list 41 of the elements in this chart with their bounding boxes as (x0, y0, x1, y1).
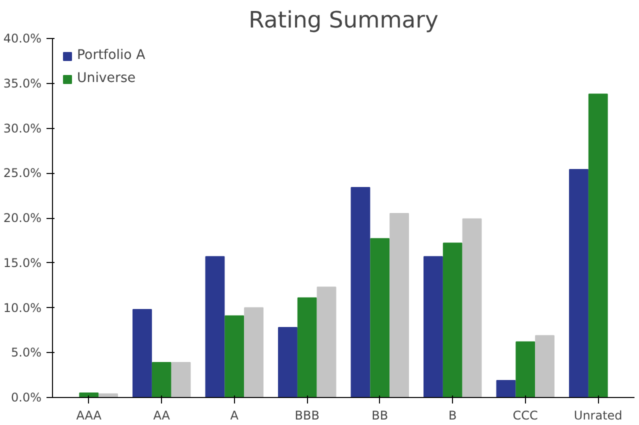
bar (442, 242, 462, 398)
bar (171, 362, 191, 398)
y-tick-label: 20.0% (3, 211, 42, 225)
bar (516, 341, 536, 398)
y-tick-label: 0.0% (11, 390, 42, 404)
bar (424, 256, 443, 398)
bar (535, 335, 554, 398)
bar (588, 94, 608, 398)
bar (244, 307, 264, 398)
bar (370, 238, 390, 398)
bar (569, 169, 588, 398)
bar (496, 380, 516, 398)
x-tick-label: CCC (512, 408, 538, 422)
bar (350, 186, 370, 398)
y-tick-label: 25.0% (3, 166, 42, 180)
legend-label: Portfolio A (77, 48, 146, 63)
y-tick-label: 15.0% (3, 256, 42, 270)
bar (462, 218, 482, 398)
x-tick-label: Unrated (574, 408, 622, 422)
bar (132, 309, 152, 398)
x-tick-label: B (448, 408, 457, 422)
bar (390, 213, 409, 398)
y-tick-label: 5.0% (11, 346, 42, 360)
y-tick-label: 30.0% (3, 121, 42, 136)
x-tick-label: A (230, 408, 240, 422)
bar (205, 256, 225, 398)
x-tick-label: AA (153, 408, 171, 422)
bar (79, 392, 99, 398)
bar (152, 362, 172, 398)
chart-title: Rating Summary (248, 8, 438, 34)
y-tick-label: 40.0% (3, 32, 42, 46)
bar (316, 286, 336, 398)
legend-label: Universe (77, 71, 136, 86)
y-tick-label: 35.0% (3, 76, 42, 90)
y-tick-label: 10.0% (3, 300, 42, 315)
x-tick-label: BBB (294, 408, 320, 422)
bar (224, 315, 244, 398)
x-tick-label: BB (372, 408, 388, 422)
x-tick-label: AAA (76, 408, 102, 422)
bar (278, 326, 298, 398)
bar (297, 297, 317, 398)
